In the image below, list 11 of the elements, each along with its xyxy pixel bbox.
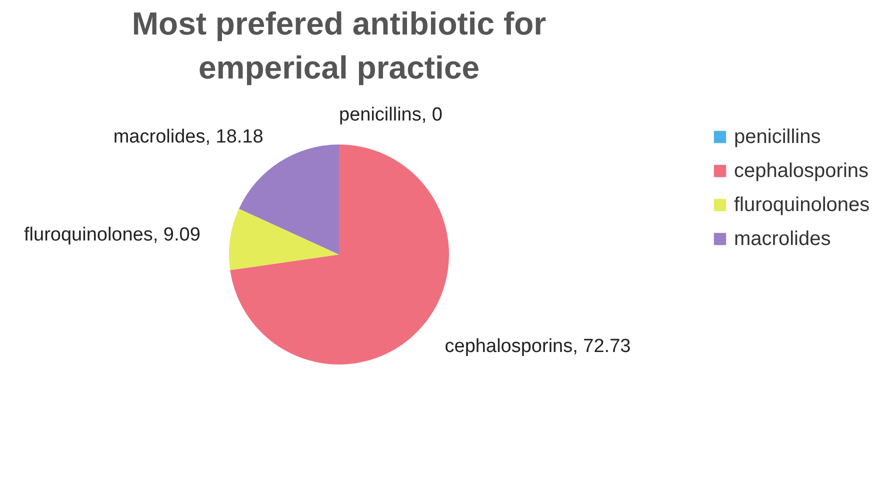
text: penicillins, 0 [339,104,442,126]
legend-label: fluroquinolones [734,194,870,216]
legend-label: macrolides [734,228,831,250]
pie-slice [238,144,339,254]
legend-label: penicillins [734,126,821,148]
data-label: cephalosporins, 72.73 [444,336,631,358]
legend-label: cephalosporins [734,160,869,182]
pie-slice [229,208,339,270]
data-label: macrolides, 18.18 [113,126,264,148]
data-label: fluroquinolones, 9.09 [24,224,200,246]
chart-title: Most prefered antibiotic for emperical practice [132,6,546,86]
